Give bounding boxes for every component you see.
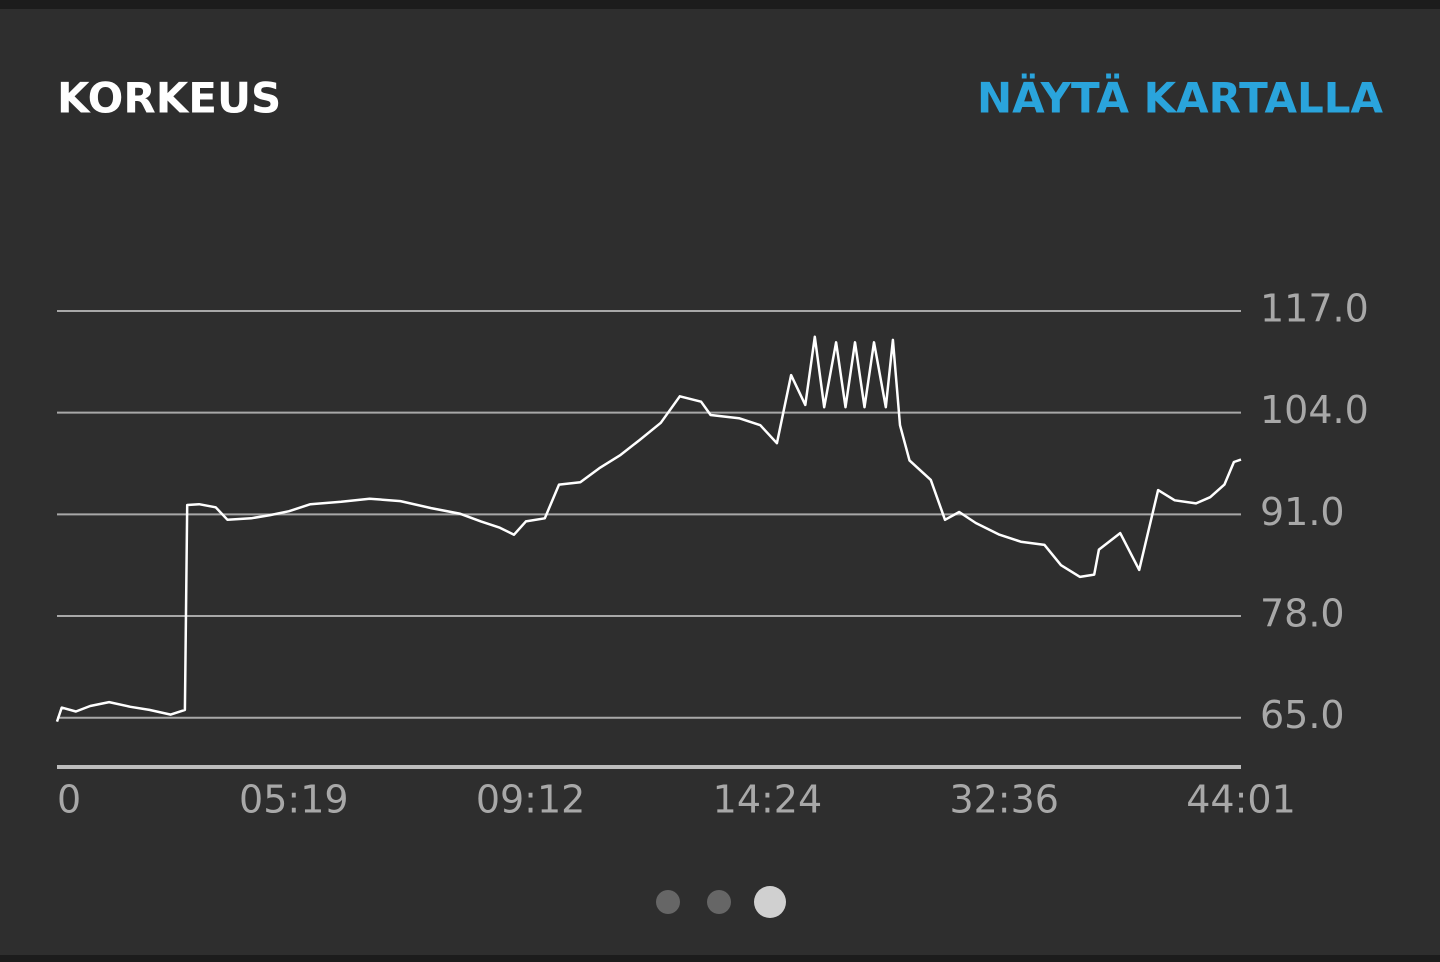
page-dot[interactable]: [707, 890, 731, 914]
y-tick-label: 91.0: [1260, 490, 1345, 534]
title: KORKEUS: [57, 74, 281, 123]
elevation-line: [55, 335, 1242, 722]
y-tick-label: 78.0: [1260, 592, 1345, 636]
top-strip: [0, 0, 1440, 9]
y-tick-label: 65.0: [1260, 693, 1345, 737]
y-tick-label: 104.0: [1260, 388, 1369, 432]
page-dot[interactable]: [656, 890, 680, 914]
bottom-strip: [0, 955, 1440, 962]
map-link[interactable]: NÄYTÄ KARTALLA: [977, 73, 1383, 123]
page-dot-active[interactable]: [754, 886, 786, 918]
x-tick-label: 44:01: [1186, 778, 1296, 822]
y-tick-label: 117.0: [1260, 287, 1369, 331]
x-tick-label: 14:24: [713, 778, 823, 822]
x-tick-label: 05:19: [239, 778, 349, 822]
x-tick-label: 32:36: [949, 778, 1059, 822]
x-tick-label: 0: [57, 778, 81, 822]
x-tick-label: 09:12: [476, 778, 586, 822]
